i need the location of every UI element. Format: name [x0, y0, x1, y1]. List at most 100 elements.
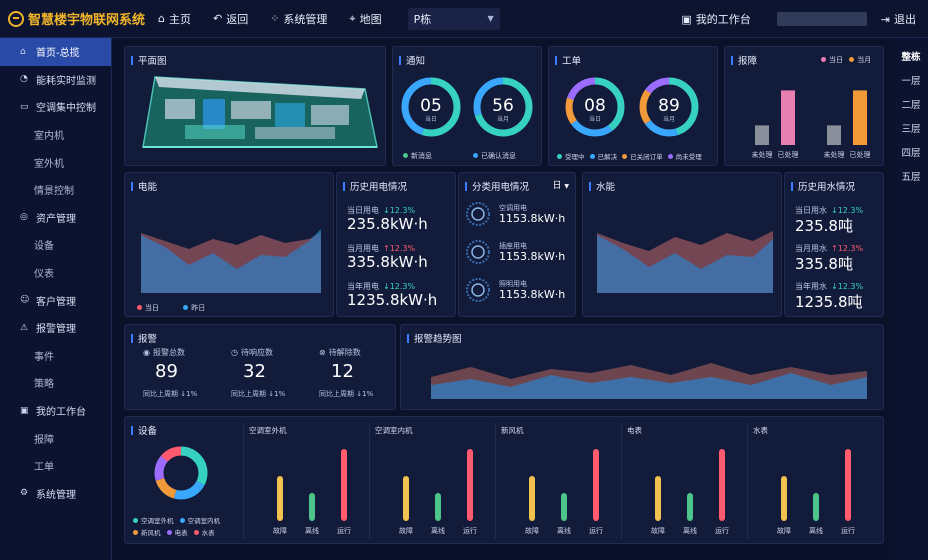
fault-panel: 报障 当日 当月 未处理 已处理 未处理 已处理 [724, 46, 884, 166]
home-icon: ⌂ [20, 46, 26, 57]
workbench-button[interactable]: ▣ 我的工作台 [681, 11, 750, 27]
floor-plan-image[interactable] [125, 47, 387, 167]
water-area-chart [597, 231, 773, 293]
building-select[interactable]: P栋 ▼ [407, 7, 500, 30]
nav-home-label: 主页 [168, 12, 191, 26]
device-group-title: 新风机 [501, 426, 524, 435]
device-bar-label: 离线 [683, 526, 697, 535]
alarm-stat-label-text: 报警总数 [152, 348, 185, 357]
building-select-value: P栋 [413, 12, 432, 26]
sidebar-item-3[interactable]: 室内机 [0, 121, 111, 149]
floor-item-2[interactable]: 二层 [901, 100, 921, 111]
electric-area-yesterday [141, 229, 321, 293]
gauge-icon: ◔ [20, 74, 28, 85]
nav-map-button[interactable]: ⌖ 地图 [349, 11, 381, 27]
floor-item-4[interactable]: 四层 [901, 148, 921, 159]
clock-icon: ◷ [231, 348, 238, 357]
sidebar-item-5[interactable]: 情景控制 [0, 176, 111, 204]
legend-dot [133, 530, 138, 535]
device-group-title: 空调室内机 [375, 426, 413, 435]
sidebar-item-2[interactable]: ▭ 空调集中控制 [0, 93, 111, 121]
floor-item-1[interactable]: 一层 [901, 76, 921, 87]
main-nav: ⌂ 主页 ↶ 返回 ⁘ 系统管理 ⌖ 地图 P栋 ▼ [158, 7, 500, 30]
history-label-text: 当月用电 [347, 244, 379, 253]
history-value: 335.8kW·h [347, 253, 428, 271]
ring-segment [401, 77, 461, 137]
top-right-actions: ▣ 我的工作台 ⇥ 退出 [667, 0, 916, 38]
history-label: 当年用电 ↓12.3% [347, 281, 415, 292]
device-bar-label: 运行 [589, 526, 603, 535]
sidebar-item-14[interactable]: 报障 [0, 424, 111, 452]
donut-segment-electric-meter [154, 446, 208, 500]
legend-dot [622, 154, 628, 159]
device-group-title: 空调室外机 [249, 426, 287, 435]
sidebar-item-label: 室外机 [34, 158, 64, 170]
location-icon: ⌖ [349, 11, 356, 25]
device-bar-2 [719, 449, 725, 521]
top-bar: 智慧楼宇物联网系统 ⌂ 主页 ↶ 返回 ⁘ 系统管理 ⌖ 地图 P栋 ▼ ▣ 我的工作台 ⇥… [0, 0, 928, 38]
logout-icon: ⇥ [880, 12, 890, 26]
floor-plan-title: 平面图 [131, 53, 167, 67]
sidebar-item-15[interactable]: 工单 [0, 452, 111, 480]
device-bar-label: 故障 [399, 526, 413, 535]
device-bar-label: 故障 [273, 526, 287, 535]
history-label-text: 当年用电 [347, 282, 379, 291]
sidebar-item-6[interactable]: ◎ 资产管理 [0, 204, 111, 232]
fault-title: 报障 [731, 53, 757, 67]
floor-item-3[interactable]: 三层 [901, 124, 921, 135]
legend-dot [133, 518, 138, 523]
floor-item-5[interactable]: 五层 [901, 172, 921, 183]
device-group-divider [369, 423, 370, 539]
sidebar-item-label: 报警管理 [36, 324, 76, 336]
sidebar-item-4[interactable]: 室外机 [0, 148, 111, 176]
floor-item-0[interactable]: 整栋 [901, 52, 921, 63]
device-group-divider [621, 423, 622, 539]
ring-segment [639, 77, 699, 137]
grid-icon: ⁘ [270, 12, 280, 25]
sidebar-item-label: 工单 [34, 462, 54, 474]
sidebar-item-13[interactable]: ▣ 我的工作台 [0, 397, 111, 425]
category-title: 分类用电情况 [465, 179, 529, 193]
app-logo[interactable]: 智慧楼宇物联网系统 [8, 9, 158, 28]
legend-label: 昨日 [191, 304, 206, 312]
nav-back-button[interactable]: ↶ 返回 [213, 11, 248, 27]
category-period-select[interactable]: 日 ▼ [552, 178, 569, 191]
sidebar-item-10[interactable]: ⚠ 报警管理 [0, 314, 111, 342]
sidebar-item-16[interactable]: ⚙ 系统管理 [0, 480, 111, 508]
legend-label: 新消息 [411, 152, 432, 160]
alarm-stat-value: 12 [331, 361, 354, 382]
nav-home-button[interactable]: ⌂ 主页 [158, 11, 191, 27]
device-bar-1 [561, 493, 567, 521]
device-group-title: 电表 [627, 426, 642, 435]
sidebar-item-0[interactable]: ⌂ 首页-总揽 [0, 38, 111, 66]
donut-segment-indoor [154, 446, 208, 500]
sidebar-item-8[interactable]: 仪表 [0, 259, 111, 287]
sidebar: ⌂ 首页-总揽 ◔ 能耗实时监测 ▭ 空调集中控制 室内机室外机情景控制 ◎ 资产管理 设备 仪表 ☺… [0, 38, 112, 560]
sidebar-item-7[interactable]: 设备 [0, 231, 111, 259]
home-icon: ⌂ [158, 12, 165, 25]
sidebar-item-9[interactable]: ☺ 客户管理 [0, 286, 111, 314]
device-group-divider [495, 423, 496, 539]
alarm-stat-value: 32 [243, 361, 266, 382]
sidebar-item-1[interactable]: ◔ 能耗实时监测 [0, 66, 111, 94]
sidebar-item-12[interactable]: 策略 [0, 369, 111, 397]
logout-button[interactable]: ⇥ 退出 [881, 11, 916, 27]
legend-label: 已确认消息 [481, 152, 516, 160]
fault-bar-label: 已处理 [850, 150, 871, 159]
nav-system-button[interactable]: ⁘ 系统管理 [270, 11, 327, 27]
gauge-core [471, 245, 485, 259]
device-bar-0 [403, 476, 409, 521]
device-bar-0 [781, 476, 787, 521]
notice-legend-new: 新消息 [403, 151, 432, 161]
workbench-label: 我的工作台 [695, 13, 751, 26]
legend-label: 当月 [857, 56, 872, 64]
gauge-core [471, 207, 485, 221]
asset-icon: ◎ [20, 212, 28, 223]
fault-bar-1 [781, 90, 795, 145]
sidebar-item-11[interactable]: 事件 [0, 342, 111, 370]
legend-label: 尚未受理 [675, 153, 702, 161]
device-bar-2 [467, 449, 473, 521]
device-bar-0 [529, 476, 535, 521]
